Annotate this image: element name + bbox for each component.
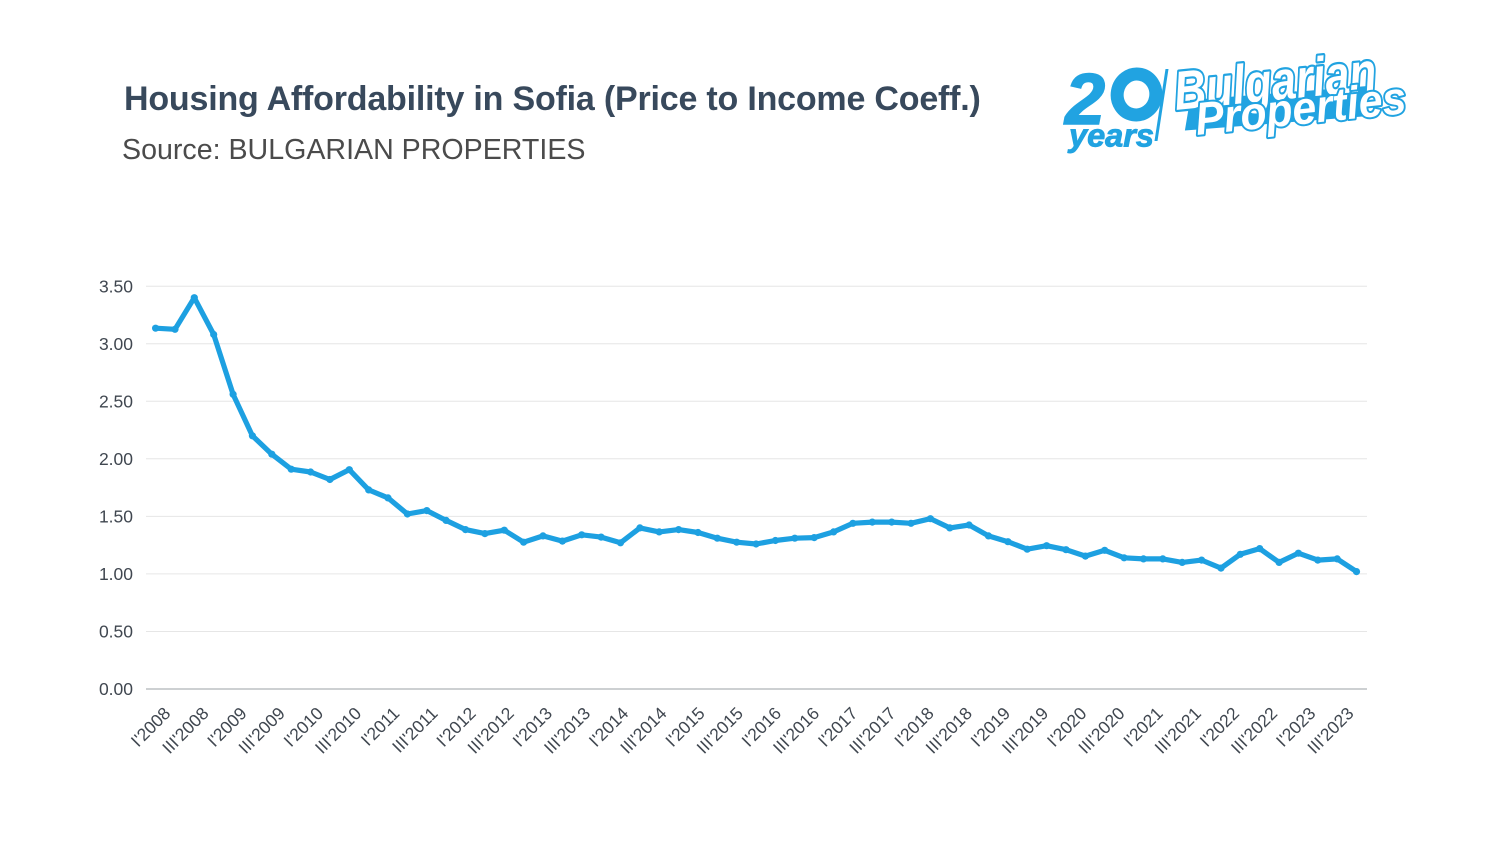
svg-text:3.00: 3.00 bbox=[99, 334, 133, 354]
svg-text:3.50: 3.50 bbox=[99, 276, 133, 296]
svg-text:0.00: 0.00 bbox=[99, 679, 133, 699]
svg-text:years: years bbox=[1067, 118, 1154, 154]
svg-text:2.50: 2.50 bbox=[99, 391, 133, 411]
svg-text:0.50: 0.50 bbox=[99, 622, 133, 642]
svg-text:1.00: 1.00 bbox=[99, 564, 133, 584]
svg-text:2: 2 bbox=[1063, 60, 1105, 140]
svg-text:2.00: 2.00 bbox=[99, 449, 133, 469]
svg-text:1.50: 1.50 bbox=[99, 507, 133, 527]
